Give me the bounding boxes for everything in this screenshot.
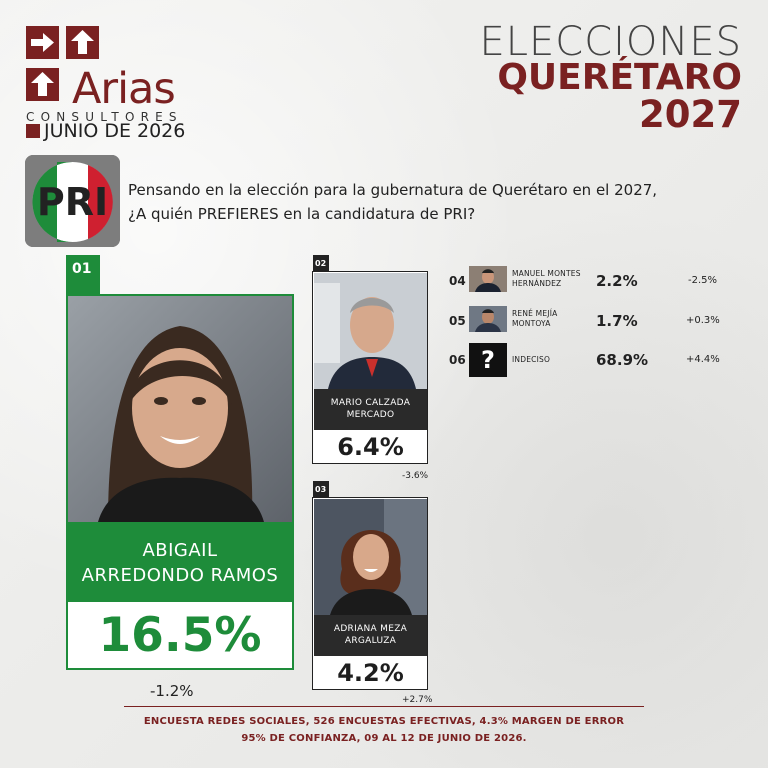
candidate-percent-05: 1.7% — [596, 312, 638, 330]
candidate-photo-03 — [314, 499, 427, 615]
candidate-change-03: +2.7% — [402, 695, 433, 705]
question-mark-icon: ? — [469, 343, 507, 377]
candidate-change-06: +4.4% — [686, 354, 720, 365]
candidate-name-05: RENÉ MEJÍA MONTOYA — [512, 309, 558, 328]
footer-confidence: 95% DE CONFIANZA, 09 AL 12 DE JUNIO DE 2… — [241, 733, 527, 744]
rank-05: 05 — [449, 314, 466, 328]
candidate-name-02: MARIO CALZADA MERCADO — [314, 389, 427, 430]
question-line-2: ¿A quién PREFIERES en la candidatura de … — [128, 205, 476, 223]
brand-subtitle: CONSULTORES — [26, 110, 183, 124]
header-elecciones: ELECCIONES — [479, 19, 742, 65]
logo-arrow-up-icon-2 — [26, 68, 59, 101]
person-photo-icon — [469, 266, 507, 292]
footer-methodology: ENCUESTA REDES SOCIALES, 526 ENCUESTAS E… — [143, 716, 625, 727]
logo-arrow-right-icon — [26, 26, 59, 59]
brand-name: Arias — [72, 64, 176, 114]
candidate-change-04: -2.5% — [688, 275, 718, 286]
candidate-photo-01 — [68, 296, 292, 522]
survey-date: JUNIO DE 2026 — [44, 120, 186, 142]
date-marker — [26, 124, 40, 138]
candidate-change-05: +0.3% — [686, 315, 720, 326]
person-photo-icon — [469, 306, 507, 332]
rank-badge-03: 03 — [313, 481, 329, 497]
rank-badge-01: 01 — [66, 255, 100, 295]
candidate-change-01: -1.2% — [150, 682, 194, 700]
candidate-photo-02 — [314, 273, 427, 389]
header-state: QUERÉTARO — [497, 57, 742, 98]
rank-badge-02: 02 — [313, 255, 329, 271]
footer-divider — [124, 706, 644, 707]
candidate-percent-01: 16.5% — [98, 608, 262, 663]
rank-06: 06 — [449, 353, 466, 367]
survey-question: Pensando en la elección para la gubernat… — [128, 178, 748, 226]
candidate-name-03: ADRIANA MEZA ARGALUZA — [314, 615, 427, 656]
header-year: 2027 — [639, 93, 742, 136]
candidate-percent-04: 2.2% — [596, 272, 638, 290]
candidate-change-02: -3.6% — [402, 471, 429, 481]
rank-04: 04 — [449, 274, 466, 288]
logo-arrow-up-icon — [66, 26, 99, 59]
question-line-1: Pensando en la elección para la gubernat… — [128, 181, 658, 199]
pri-logo-text: PRI — [37, 180, 108, 224]
candidate-percent-03: 4.2% — [337, 659, 404, 687]
candidate-percent-06: 68.9% — [596, 351, 649, 369]
pri-party-logo: PRI — [25, 155, 120, 247]
candidate-name-01: ABIGAIL ARREDONDO RAMOS — [68, 522, 292, 602]
candidate-name-06: INDECISO — [512, 355, 551, 364]
candidate-name-04: MANUEL MONTES HERNÁNDEZ — [512, 269, 581, 288]
candidate-percent-02: 6.4% — [337, 433, 404, 461]
